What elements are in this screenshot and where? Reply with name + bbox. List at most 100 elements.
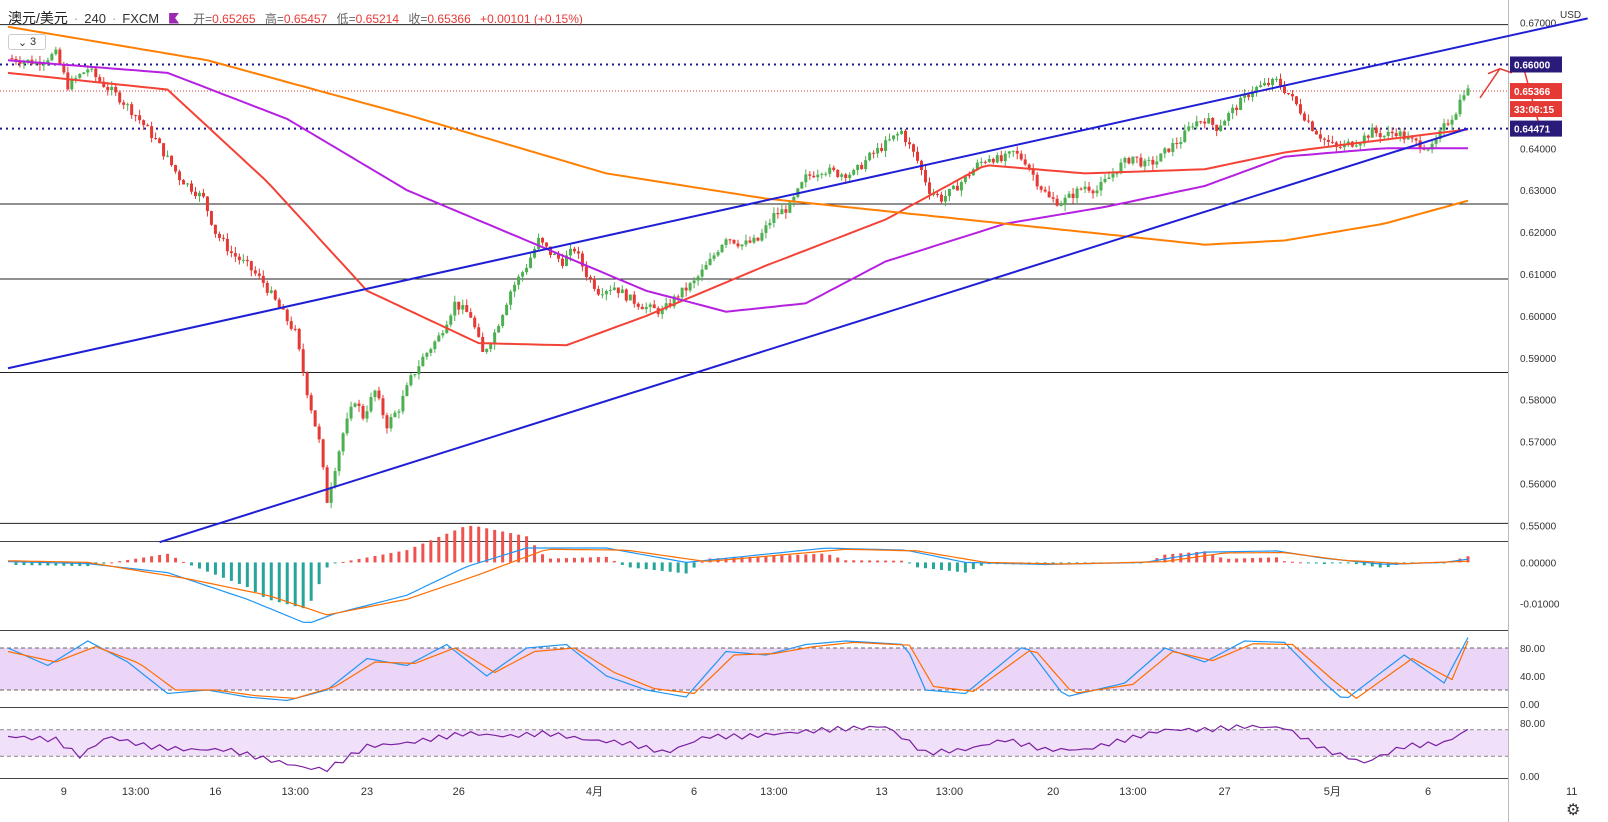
macd-histogram-bar bbox=[397, 551, 401, 563]
macd-histogram-bar bbox=[373, 556, 377, 563]
macd-histogram-bar bbox=[1259, 557, 1263, 563]
candle-body bbox=[1163, 148, 1167, 154]
macd-histogram-bar bbox=[931, 562, 935, 570]
stochastic-line bbox=[7, 637, 1469, 702]
macd-histogram-bar bbox=[844, 560, 848, 563]
macd-histogram-bar bbox=[604, 556, 608, 563]
symbol-name[interactable]: 澳元/美元 bbox=[8, 10, 68, 26]
macd-histogram-bar bbox=[453, 530, 457, 563]
candle-body bbox=[1051, 197, 1055, 199]
candle-body bbox=[1438, 130, 1442, 140]
candle-body bbox=[923, 170, 927, 183]
candle-body bbox=[1454, 114, 1458, 120]
macd-histogram-bar bbox=[197, 562, 201, 569]
candle-body bbox=[1203, 121, 1207, 124]
macd-histogram-bar bbox=[405, 550, 409, 563]
candle-body bbox=[1087, 186, 1091, 191]
candle-body bbox=[596, 288, 600, 295]
candle-body bbox=[1310, 121, 1314, 131]
candle-body bbox=[1275, 78, 1279, 80]
flag-icon[interactable] bbox=[169, 12, 180, 24]
candle-body bbox=[237, 256, 241, 261]
macd-histogram-bar bbox=[963, 562, 967, 573]
candle-body bbox=[1147, 159, 1151, 161]
candle-body bbox=[1346, 141, 1350, 144]
interval-label[interactable]: 240 bbox=[84, 10, 106, 26]
candle-body bbox=[1354, 145, 1358, 147]
macd-histogram-bar bbox=[309, 562, 313, 601]
indicator-count: 3 bbox=[30, 36, 37, 48]
candle-body bbox=[545, 242, 549, 247]
candle-body bbox=[1294, 96, 1298, 105]
macd-histogram-bar bbox=[38, 562, 42, 566]
candle-body bbox=[724, 239, 728, 245]
candle-body bbox=[1011, 150, 1015, 152]
rsi-line bbox=[7, 724, 1469, 773]
candle-body bbox=[1259, 85, 1263, 88]
time-tick-label: 13:00 bbox=[760, 786, 788, 798]
candle-body bbox=[824, 173, 828, 175]
candle-body bbox=[385, 415, 389, 429]
price-axis-tag-text: 0.66000 bbox=[1514, 60, 1551, 71]
time-tick-label: 13:00 bbox=[1119, 786, 1147, 798]
macd-histogram-bar bbox=[1362, 562, 1366, 566]
macd-histogram-bar bbox=[1354, 562, 1358, 565]
time-tick-label: 13:00 bbox=[281, 786, 309, 798]
candle-body bbox=[1231, 107, 1235, 114]
candle-body bbox=[1243, 94, 1247, 98]
price-tick-label: 0.57000 bbox=[1520, 438, 1557, 449]
candle-body bbox=[1406, 137, 1410, 140]
candle-body bbox=[1394, 133, 1398, 136]
price-tick-label: 0.55000 bbox=[1520, 521, 1557, 532]
candle-body bbox=[66, 72, 70, 90]
macd-histogram-bar bbox=[1075, 562, 1079, 564]
macd-histogram-bar bbox=[229, 562, 233, 581]
candle-body bbox=[1171, 143, 1175, 152]
candle-body bbox=[1306, 120, 1310, 122]
candle-body bbox=[975, 162, 979, 170]
candle-body bbox=[955, 185, 959, 191]
macd-histogram-bar bbox=[556, 558, 560, 563]
gear-icon[interactable]: ⚙ bbox=[1566, 802, 1581, 819]
candle-body bbox=[648, 304, 652, 307]
candle-body bbox=[680, 287, 684, 298]
candle-body bbox=[1059, 204, 1063, 206]
candle-body bbox=[493, 332, 497, 344]
trendline bbox=[159, 127, 1469, 544]
candle-body bbox=[138, 115, 142, 121]
candle-body bbox=[1442, 123, 1446, 131]
candle-body bbox=[529, 257, 533, 268]
candle-body bbox=[1131, 156, 1135, 164]
candle-body bbox=[114, 86, 118, 93]
macd-histogram-bar bbox=[365, 557, 369, 563]
macd-histogram-bar bbox=[461, 527, 465, 563]
macd-histogram-bar bbox=[1251, 558, 1255, 563]
candle-body bbox=[46, 60, 50, 63]
macd-histogram-bar bbox=[1051, 562, 1055, 564]
candle-body bbox=[1175, 143, 1179, 145]
candle-body bbox=[748, 240, 752, 243]
macd-histogram-bar bbox=[979, 562, 983, 566]
candle-body bbox=[118, 92, 122, 103]
candle-body bbox=[106, 87, 110, 91]
candle-body bbox=[201, 192, 205, 197]
candle-body bbox=[453, 301, 457, 316]
indicator-legend-toggle[interactable]: ⌄ 3 bbox=[8, 34, 46, 50]
time-tick-label: 6 bbox=[691, 786, 697, 798]
candle-body bbox=[337, 451, 341, 472]
candle-body bbox=[908, 142, 912, 145]
macd-histogram-bar bbox=[939, 562, 943, 570]
candle-body bbox=[1119, 162, 1123, 174]
candle-body bbox=[943, 196, 947, 202]
candle-body bbox=[225, 238, 229, 252]
candle-body bbox=[433, 341, 437, 350]
macd-histogram-bar bbox=[660, 562, 664, 571]
candle-body bbox=[708, 258, 712, 265]
candle-body bbox=[285, 309, 289, 322]
candle-body bbox=[289, 321, 293, 329]
candle-body bbox=[736, 243, 740, 247]
candle-body bbox=[1127, 157, 1131, 164]
moving-average-line bbox=[7, 71, 1469, 347]
candle-body bbox=[1135, 156, 1139, 158]
